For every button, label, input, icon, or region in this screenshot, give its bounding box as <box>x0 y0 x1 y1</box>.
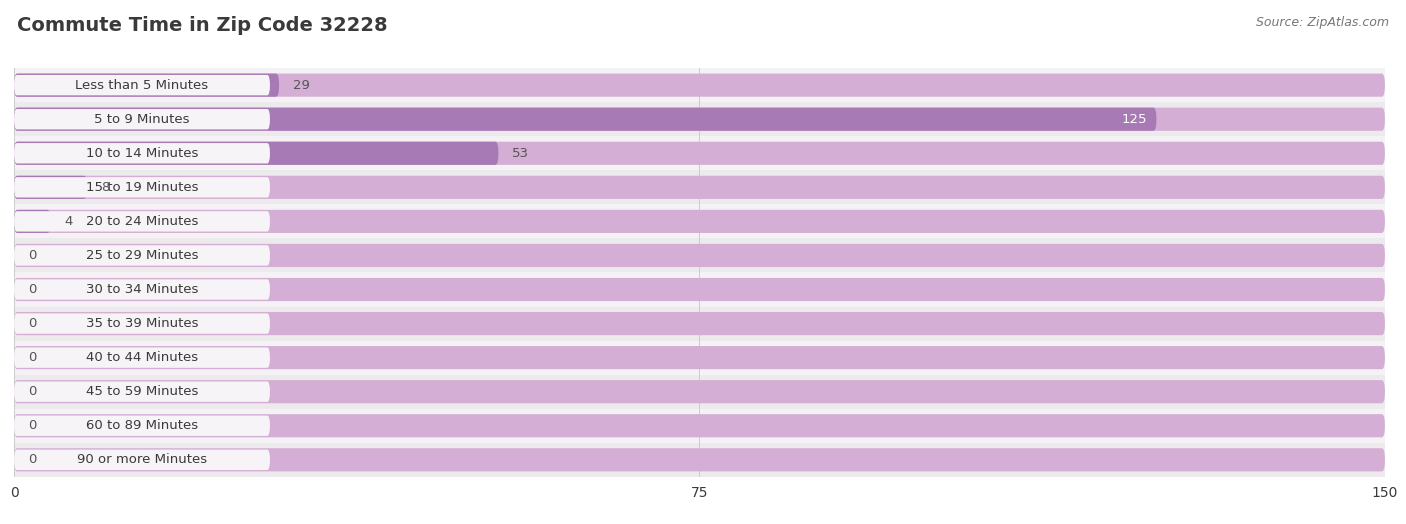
Text: 0: 0 <box>28 351 37 364</box>
Text: 30 to 34 Minutes: 30 to 34 Minutes <box>86 283 198 296</box>
FancyBboxPatch shape <box>14 448 1385 472</box>
FancyBboxPatch shape <box>14 176 87 199</box>
FancyBboxPatch shape <box>14 244 1385 267</box>
FancyBboxPatch shape <box>14 347 270 368</box>
FancyBboxPatch shape <box>14 245 270 266</box>
Text: 29: 29 <box>292 79 309 92</box>
Text: 0: 0 <box>28 283 37 296</box>
FancyBboxPatch shape <box>14 414 1385 438</box>
Text: 0: 0 <box>28 317 37 330</box>
Bar <box>14 307 1385 341</box>
FancyBboxPatch shape <box>14 211 270 232</box>
Bar <box>14 375 1385 409</box>
Text: 5 to 9 Minutes: 5 to 9 Minutes <box>94 113 190 126</box>
Text: 0: 0 <box>28 249 37 262</box>
Text: 8: 8 <box>101 181 110 194</box>
FancyBboxPatch shape <box>14 107 1385 131</box>
FancyBboxPatch shape <box>14 210 1385 233</box>
FancyBboxPatch shape <box>14 73 1385 97</box>
Text: 45 to 59 Minutes: 45 to 59 Minutes <box>86 385 198 398</box>
FancyBboxPatch shape <box>14 381 270 402</box>
FancyBboxPatch shape <box>14 313 270 334</box>
FancyBboxPatch shape <box>14 416 270 436</box>
Text: 15 to 19 Minutes: 15 to 19 Minutes <box>86 181 198 194</box>
FancyBboxPatch shape <box>14 141 499 165</box>
FancyBboxPatch shape <box>14 450 270 470</box>
Text: Source: ZipAtlas.com: Source: ZipAtlas.com <box>1256 16 1389 29</box>
FancyBboxPatch shape <box>14 109 270 129</box>
FancyBboxPatch shape <box>14 210 51 233</box>
Bar <box>14 204 1385 238</box>
Text: 125: 125 <box>1122 113 1147 126</box>
Bar <box>14 238 1385 272</box>
Bar <box>14 443 1385 477</box>
Text: 0: 0 <box>28 385 37 398</box>
Text: 10 to 14 Minutes: 10 to 14 Minutes <box>86 147 198 160</box>
Text: 90 or more Minutes: 90 or more Minutes <box>77 453 207 466</box>
FancyBboxPatch shape <box>14 75 270 95</box>
FancyBboxPatch shape <box>14 141 1385 165</box>
FancyBboxPatch shape <box>14 380 1385 403</box>
FancyBboxPatch shape <box>14 312 1385 335</box>
Bar <box>14 409 1385 443</box>
Text: 53: 53 <box>512 147 529 160</box>
FancyBboxPatch shape <box>14 278 1385 301</box>
Bar <box>14 272 1385 307</box>
FancyBboxPatch shape <box>14 143 270 163</box>
Text: 0: 0 <box>28 419 37 432</box>
Bar <box>14 102 1385 136</box>
Bar <box>14 341 1385 375</box>
FancyBboxPatch shape <box>14 346 1385 369</box>
Text: Commute Time in Zip Code 32228: Commute Time in Zip Code 32228 <box>17 16 388 35</box>
FancyBboxPatch shape <box>14 176 1385 199</box>
Text: 4: 4 <box>65 215 73 228</box>
Text: 25 to 29 Minutes: 25 to 29 Minutes <box>86 249 198 262</box>
FancyBboxPatch shape <box>14 177 270 198</box>
Bar <box>14 170 1385 204</box>
Text: 0: 0 <box>28 453 37 466</box>
Text: Less than 5 Minutes: Less than 5 Minutes <box>76 79 208 92</box>
Bar <box>14 136 1385 170</box>
Bar <box>14 68 1385 102</box>
Text: 60 to 89 Minutes: 60 to 89 Minutes <box>86 419 198 432</box>
Text: 35 to 39 Minutes: 35 to 39 Minutes <box>86 317 198 330</box>
FancyBboxPatch shape <box>14 73 278 97</box>
FancyBboxPatch shape <box>14 279 270 300</box>
Text: 20 to 24 Minutes: 20 to 24 Minutes <box>86 215 198 228</box>
Text: 40 to 44 Minutes: 40 to 44 Minutes <box>86 351 198 364</box>
FancyBboxPatch shape <box>14 107 1157 131</box>
